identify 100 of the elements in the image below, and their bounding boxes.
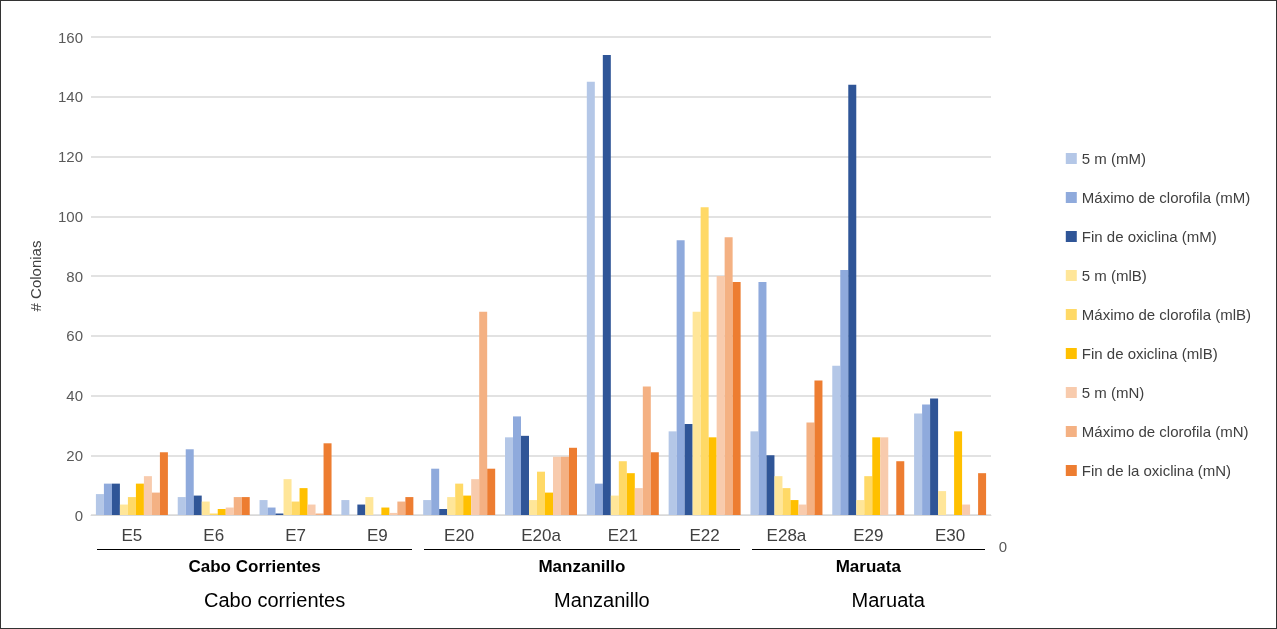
bar <box>914 413 923 515</box>
bar <box>431 468 440 515</box>
bar <box>423 500 432 515</box>
x-tick-label: E6 <box>203 526 225 545</box>
x-tick-label: E20 <box>444 526 475 545</box>
x-tick-label: E20a <box>521 526 562 545</box>
bar <box>684 423 693 515</box>
bar <box>225 507 234 515</box>
text: 0 <box>998 538 1008 555</box>
bar <box>840 270 849 515</box>
bar <box>233 497 242 515</box>
bar <box>872 437 881 515</box>
bar <box>922 404 931 515</box>
bar <box>814 380 823 515</box>
bar <box>103 483 112 515</box>
bar <box>561 456 569 515</box>
text: Manzanillo <box>538 557 626 577</box>
bar <box>389 512 398 515</box>
bar <box>545 492 553 515</box>
bar <box>505 437 513 515</box>
y-tick-label: 120 <box>57 148 83 165</box>
bar <box>111 483 120 515</box>
bar <box>521 435 529 515</box>
text: Maruata <box>851 589 925 612</box>
bar <box>856 500 865 515</box>
bar <box>848 84 857 515</box>
bar <box>978 473 987 515</box>
x-tick-label: E5 <box>121 526 143 545</box>
bar <box>732 281 741 515</box>
bar <box>537 471 545 515</box>
bar <box>283 479 292 515</box>
bar <box>127 497 136 515</box>
x-tick-label: E29 <box>853 526 884 545</box>
bar <box>700 207 709 515</box>
bar <box>880 437 889 515</box>
bar <box>447 497 456 515</box>
bar <box>798 504 807 515</box>
bar <box>185 449 194 515</box>
bar <box>267 507 276 515</box>
bar <box>832 365 841 515</box>
legend-label: Fin de la oxiclina (mN) <box>1081 462 1232 479</box>
bar <box>750 431 759 515</box>
y-tick-label: 160 <box>57 28 83 46</box>
bar <box>708 437 717 515</box>
bar <box>626 473 635 515</box>
bar <box>529 500 537 515</box>
legend-label: 5 m (mM) <box>1081 150 1146 167</box>
bar <box>201 501 210 515</box>
bar <box>95 494 104 515</box>
text: Manzanillo <box>554 589 650 612</box>
y-tick-label: 80 <box>66 267 83 285</box>
bar <box>806 422 815 515</box>
y-tick-label: 100 <box>57 207 83 225</box>
text: Cabo corrientes <box>204 589 346 612</box>
bar <box>299 488 308 515</box>
bar <box>135 483 144 515</box>
bar <box>177 497 186 515</box>
bar <box>397 501 406 515</box>
bar <box>692 311 701 515</box>
bar <box>930 398 939 515</box>
bar <box>193 495 202 515</box>
y-tick-label: 60 <box>66 327 83 345</box>
bar <box>479 311 488 515</box>
bar <box>463 495 472 515</box>
bar <box>439 509 448 515</box>
bar <box>553 456 561 515</box>
text: Maruata <box>835 557 901 577</box>
bar <box>241 497 250 515</box>
text: Cabo Corrientes <box>188 557 321 577</box>
bar <box>405 497 414 515</box>
bar <box>217 509 226 515</box>
bar <box>650 452 659 515</box>
bar <box>790 500 799 515</box>
legend-label: Máximo de clorofila (mlB) <box>1081 306 1252 323</box>
bar <box>954 431 963 515</box>
bar <box>938 491 947 515</box>
bar <box>618 461 627 515</box>
bar <box>864 476 873 515</box>
bar <box>291 501 300 515</box>
bar <box>307 504 316 515</box>
bar <box>487 468 496 515</box>
bar <box>323 443 332 515</box>
legend-label: 5 m (mlB) <box>1081 267 1147 284</box>
bar <box>716 276 725 515</box>
bar <box>896 461 905 515</box>
x-tick-label: E7 <box>285 526 306 545</box>
legend-label: Fin de oxiclina (mM) <box>1081 228 1217 245</box>
y-axis-title: # Colonias <box>27 240 44 312</box>
x-tick-label: E21 <box>607 526 638 545</box>
bar <box>782 488 791 515</box>
bar <box>586 81 595 515</box>
bar <box>455 483 464 515</box>
bar <box>365 497 374 515</box>
x-tick-label: E30 <box>934 526 966 545</box>
bar <box>159 452 168 515</box>
bar <box>594 483 603 515</box>
bar <box>471 479 480 515</box>
y-tick-label: 20 <box>66 446 83 464</box>
legend-label: Máximo de clorofila (mM) <box>1081 189 1251 206</box>
bar <box>569 447 577 515</box>
